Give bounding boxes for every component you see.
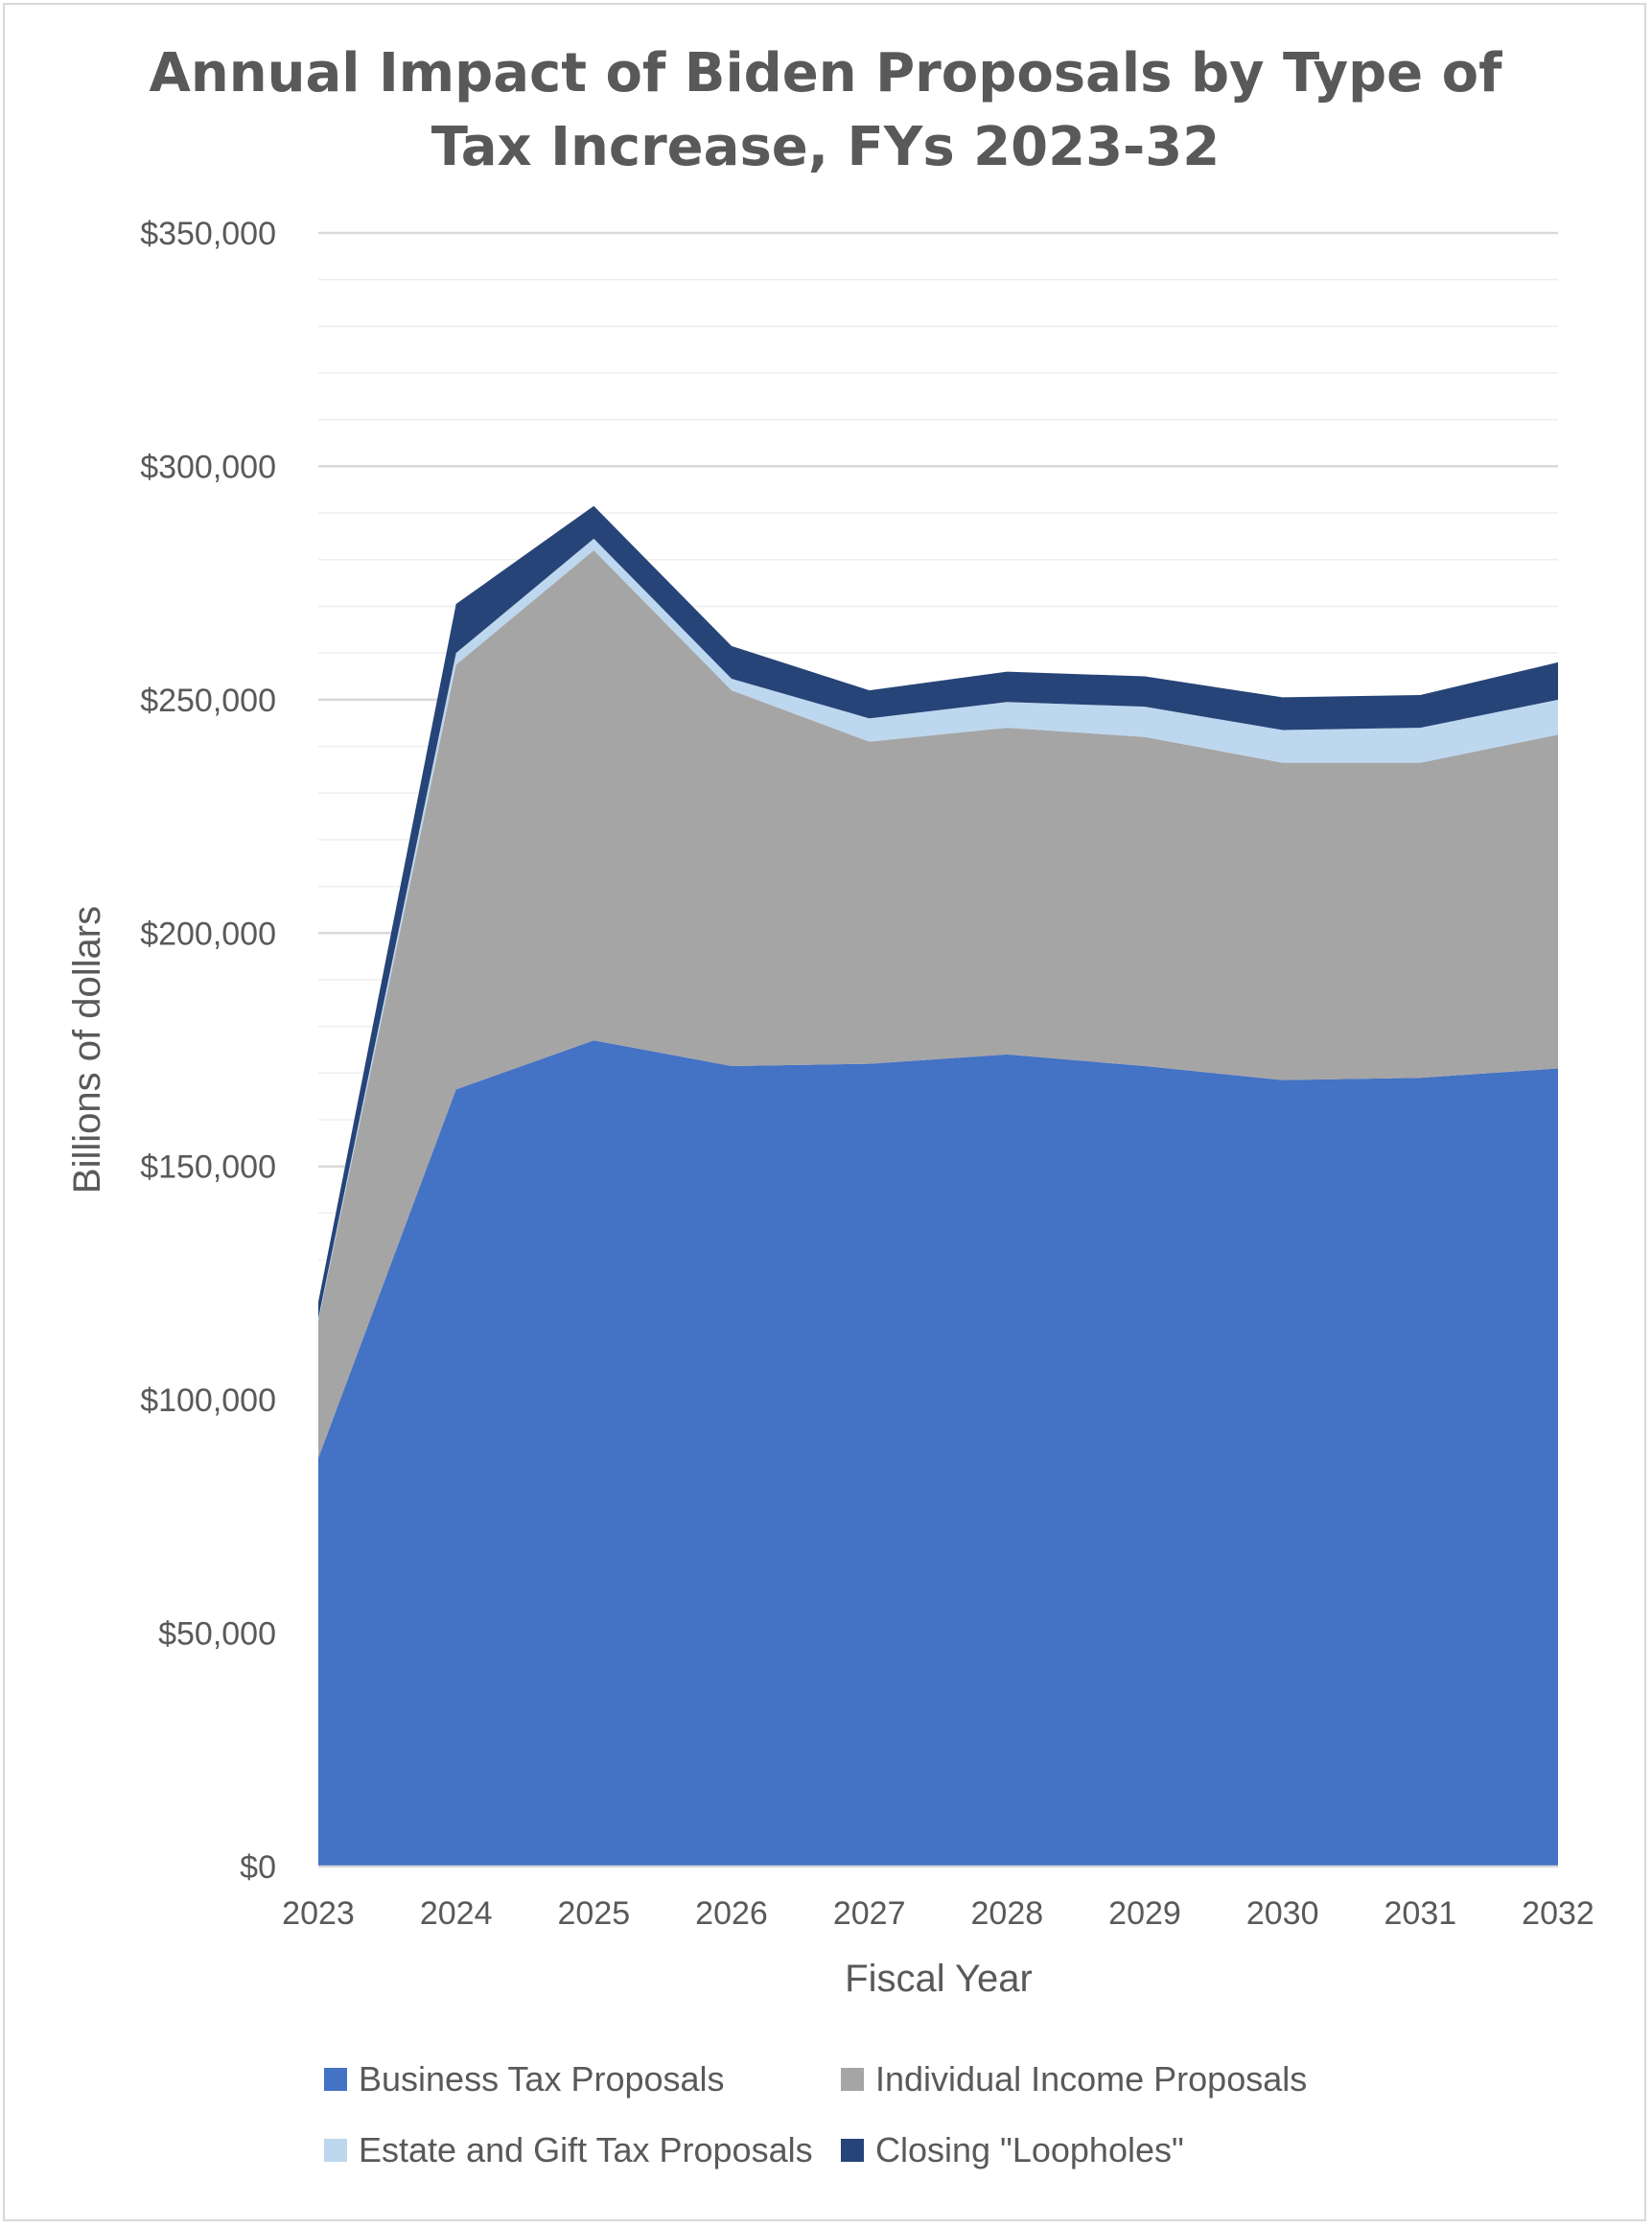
y-axis-tick-labels: $0 $50,000 $100,000 $150,000 $200,000 $250,00… bbox=[140, 216, 276, 1886]
y-tick-label: $50,000 bbox=[158, 1616, 276, 1653]
area-series-estate-and-gift-tax-proposals bbox=[318, 538, 1558, 1321]
x-tick-label: 2024 bbox=[420, 1895, 493, 1932]
y-axis-title: Billions of dollars bbox=[66, 906, 108, 1194]
y-tick-label: $300,000 bbox=[140, 449, 276, 485]
y-tick-label: $150,000 bbox=[140, 1149, 276, 1186]
x-axis-tick-labels: 2023 2024 2025 2026 2027 2028 2029 2030 2031 2032 bbox=[282, 1895, 1594, 1932]
chart-title-line-1: Annual Impact of Biden Proposals by Type… bbox=[150, 42, 1503, 104]
y-tick-label: $250,000 bbox=[140, 683, 276, 719]
x-tick-label: 2029 bbox=[1108, 1895, 1181, 1932]
x-tick-label: 2025 bbox=[558, 1895, 631, 1932]
y-tick-label: $200,000 bbox=[140, 916, 276, 952]
x-axis-title: Fiscal Year bbox=[845, 1958, 1033, 2000]
y-tick-label: $350,000 bbox=[140, 216, 276, 252]
legend-swatch-estate-and-gift-tax-proposals bbox=[324, 2139, 347, 2162]
x-tick-label: 2028 bbox=[971, 1895, 1044, 1932]
y-tick-label: $100,000 bbox=[140, 1382, 276, 1419]
x-tick-label: 2027 bbox=[833, 1895, 906, 1932]
legend-swatch-individual-income-proposals bbox=[841, 2068, 864, 2091]
x-tick-label: 2030 bbox=[1246, 1895, 1319, 1932]
area-series-individual-income-proposals bbox=[318, 550, 1558, 1458]
legend-swatch-business-tax-proposals bbox=[324, 2068, 347, 2091]
x-tick-label: 2032 bbox=[1522, 1895, 1594, 1932]
x-tick-label: 2031 bbox=[1384, 1895, 1457, 1932]
legend-label-closing-loopholes: Closing "Loopholes" bbox=[875, 2130, 1184, 2169]
area-series-group bbox=[318, 505, 1558, 1867]
y-tick-label: $0 bbox=[240, 1849, 276, 1886]
legend-label-individual-income-proposals: Individual Income Proposals bbox=[875, 2059, 1307, 2099]
legend-swatch-closing-loopholes bbox=[841, 2139, 864, 2162]
area-series-business-tax-proposals bbox=[318, 1040, 1558, 1867]
chart-title-line-2: Tax Increase, FYs 2023-32 bbox=[431, 116, 1220, 178]
legend-label-estate-and-gift-tax-proposals: Estate and Gift Tax Proposals bbox=[359, 2130, 813, 2169]
x-tick-label: 2026 bbox=[695, 1895, 768, 1932]
legend: Business Tax Proposals Individual Income … bbox=[324, 2059, 1307, 2169]
legend-label-business-tax-proposals: Business Tax Proposals bbox=[359, 2059, 725, 2099]
area-series-closing-loopholes bbox=[318, 505, 1558, 1318]
x-tick-label: 2023 bbox=[282, 1895, 355, 1932]
